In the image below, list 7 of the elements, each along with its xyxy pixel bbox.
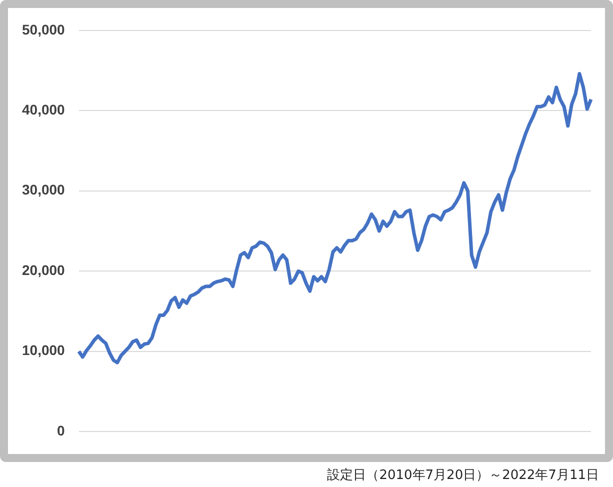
y-tick-label: 50,000 [22, 21, 66, 38]
y-tick-label: 20,000 [22, 262, 66, 278]
y-tick-label: 30,000 [22, 182, 66, 198]
y-tick-label: 40,000 [22, 102, 66, 118]
y-tick-label: 10,000 [22, 342, 66, 358]
y-tick-label: 0 [57, 422, 66, 438]
text: 設定日（2010年7月20日）～2022年7月11日 [327, 467, 599, 484]
